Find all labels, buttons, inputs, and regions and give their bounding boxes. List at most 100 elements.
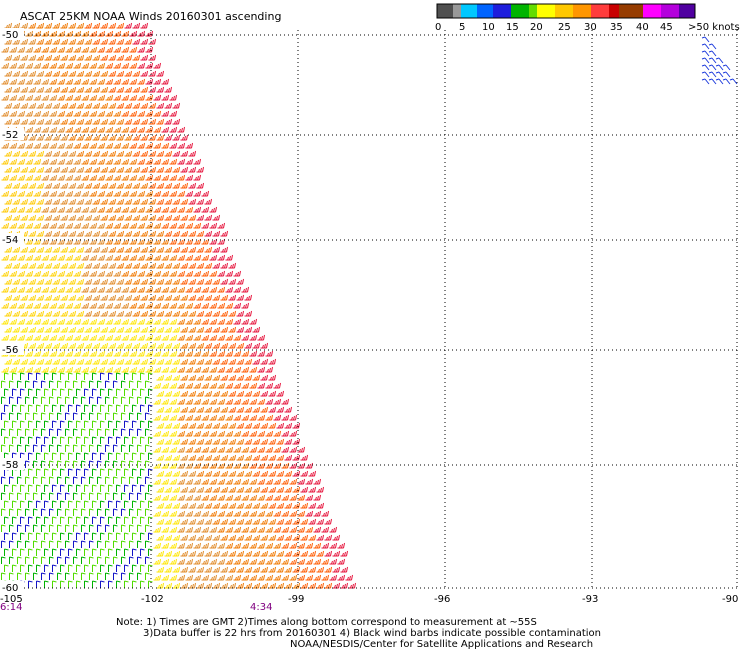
- wind-barb: [209, 574, 217, 581]
- wind-barb: [209, 558, 217, 565]
- wind-barb: [145, 556, 150, 564]
- wind-barb: [148, 70, 156, 77]
- wind-barb: [108, 532, 113, 540]
- wind-barb: [41, 572, 46, 580]
- wind-barb: [204, 422, 212, 429]
- wind-barb: [108, 38, 116, 45]
- wind-barb: [81, 206, 89, 213]
- wind-barb: [137, 174, 145, 181]
- wind-barb: [212, 582, 220, 589]
- wind-barb: [140, 452, 145, 460]
- wind-barb: [36, 452, 41, 460]
- wind-barb: [153, 526, 161, 533]
- wind-barb: [225, 526, 233, 533]
- wind-barb: [60, 580, 65, 588]
- wind-barb: [204, 502, 212, 509]
- wind-barb: [177, 158, 185, 165]
- wind-barb: [177, 254, 185, 261]
- wind-barb: [257, 334, 265, 341]
- wind-barb: [92, 326, 100, 333]
- wind-barb: [49, 524, 54, 532]
- wind-barb: [44, 134, 52, 141]
- wind-barb: [17, 366, 25, 373]
- wind-barb: [180, 262, 188, 269]
- wind-barb: [209, 478, 217, 485]
- wind-barb: [17, 62, 25, 69]
- wind-barb: [156, 182, 164, 189]
- wind-barb: [145, 254, 153, 261]
- wind-barb: [68, 580, 73, 588]
- wind-barb: [108, 372, 113, 380]
- wind-barb: [156, 566, 164, 573]
- wind-barb: [81, 174, 89, 181]
- wind-barb: [25, 318, 33, 325]
- wind-barb: [20, 22, 28, 29]
- wind-barb: [284, 566, 292, 573]
- wind-barb: [137, 142, 145, 149]
- wind-barb: [1, 142, 9, 149]
- legend-label-50: >50 knots: [688, 22, 740, 33]
- wind-barb: [68, 54, 76, 61]
- wind-barb: [57, 318, 65, 325]
- wind-barb: [76, 326, 84, 333]
- wind-barb: [84, 262, 92, 269]
- wind-barb: [241, 318, 249, 325]
- wind-barb: [1, 158, 9, 165]
- wind-barb: [180, 198, 188, 205]
- wind-barb: [321, 526, 329, 533]
- wind-barb: [124, 358, 132, 365]
- wind-barb: [129, 460, 134, 468]
- wind-barb: [161, 446, 169, 453]
- wind-barb: [220, 534, 228, 541]
- wind-barb: [65, 142, 73, 149]
- legend-swatch-15: [679, 4, 695, 18]
- wind-barb: [73, 318, 81, 325]
- wind-barb: [180, 566, 188, 573]
- wind-barb: [257, 366, 265, 373]
- wind-barb: [196, 198, 204, 205]
- wind-barb: [97, 572, 102, 580]
- wind-barb: [89, 158, 97, 165]
- lat-label-56: -56: [2, 345, 18, 356]
- wind-barb: [17, 318, 25, 325]
- wind-barb: [153, 142, 161, 149]
- wind-barb: [201, 510, 209, 517]
- wind-barb: [57, 524, 62, 532]
- wind-barb: [81, 78, 89, 85]
- wind-barb: [76, 198, 84, 205]
- wind-barb: [233, 286, 241, 293]
- wind-barb: [105, 476, 110, 484]
- wind-barb: [185, 542, 193, 549]
- wind-barb: [228, 406, 236, 413]
- wind-barb: [52, 532, 57, 540]
- wind-barb: [121, 126, 129, 133]
- wind-barb: [12, 118, 20, 125]
- wind-barb: [236, 310, 244, 317]
- wind-barb: [204, 470, 212, 477]
- wind-barb: [44, 420, 49, 428]
- wind-barb: [17, 78, 25, 85]
- wind-barb: [268, 486, 276, 493]
- wind-barb: [41, 62, 49, 69]
- wind-barb: [236, 486, 244, 493]
- wind-barb: [92, 262, 100, 269]
- wind-barb: [172, 374, 180, 381]
- wind-barb: [28, 580, 33, 588]
- wind-barb: [9, 572, 14, 580]
- wind-barb: [89, 318, 97, 325]
- wind-barb: [273, 382, 281, 389]
- wind-barb: [33, 286, 41, 293]
- wind-barb: [100, 532, 105, 540]
- wind-barb: [153, 350, 161, 357]
- wind-barb: [265, 510, 273, 517]
- wind-barb: [148, 358, 156, 365]
- wind-barb: [204, 246, 212, 253]
- wind-barb: [164, 550, 172, 557]
- wind-barb: [113, 334, 121, 341]
- wind-barb: [25, 460, 30, 468]
- wind-barb: [33, 270, 41, 277]
- wind-barb: [52, 182, 60, 189]
- wind-barb: [148, 532, 153, 540]
- wind-barb: [89, 174, 97, 181]
- wind-barb: [209, 382, 217, 389]
